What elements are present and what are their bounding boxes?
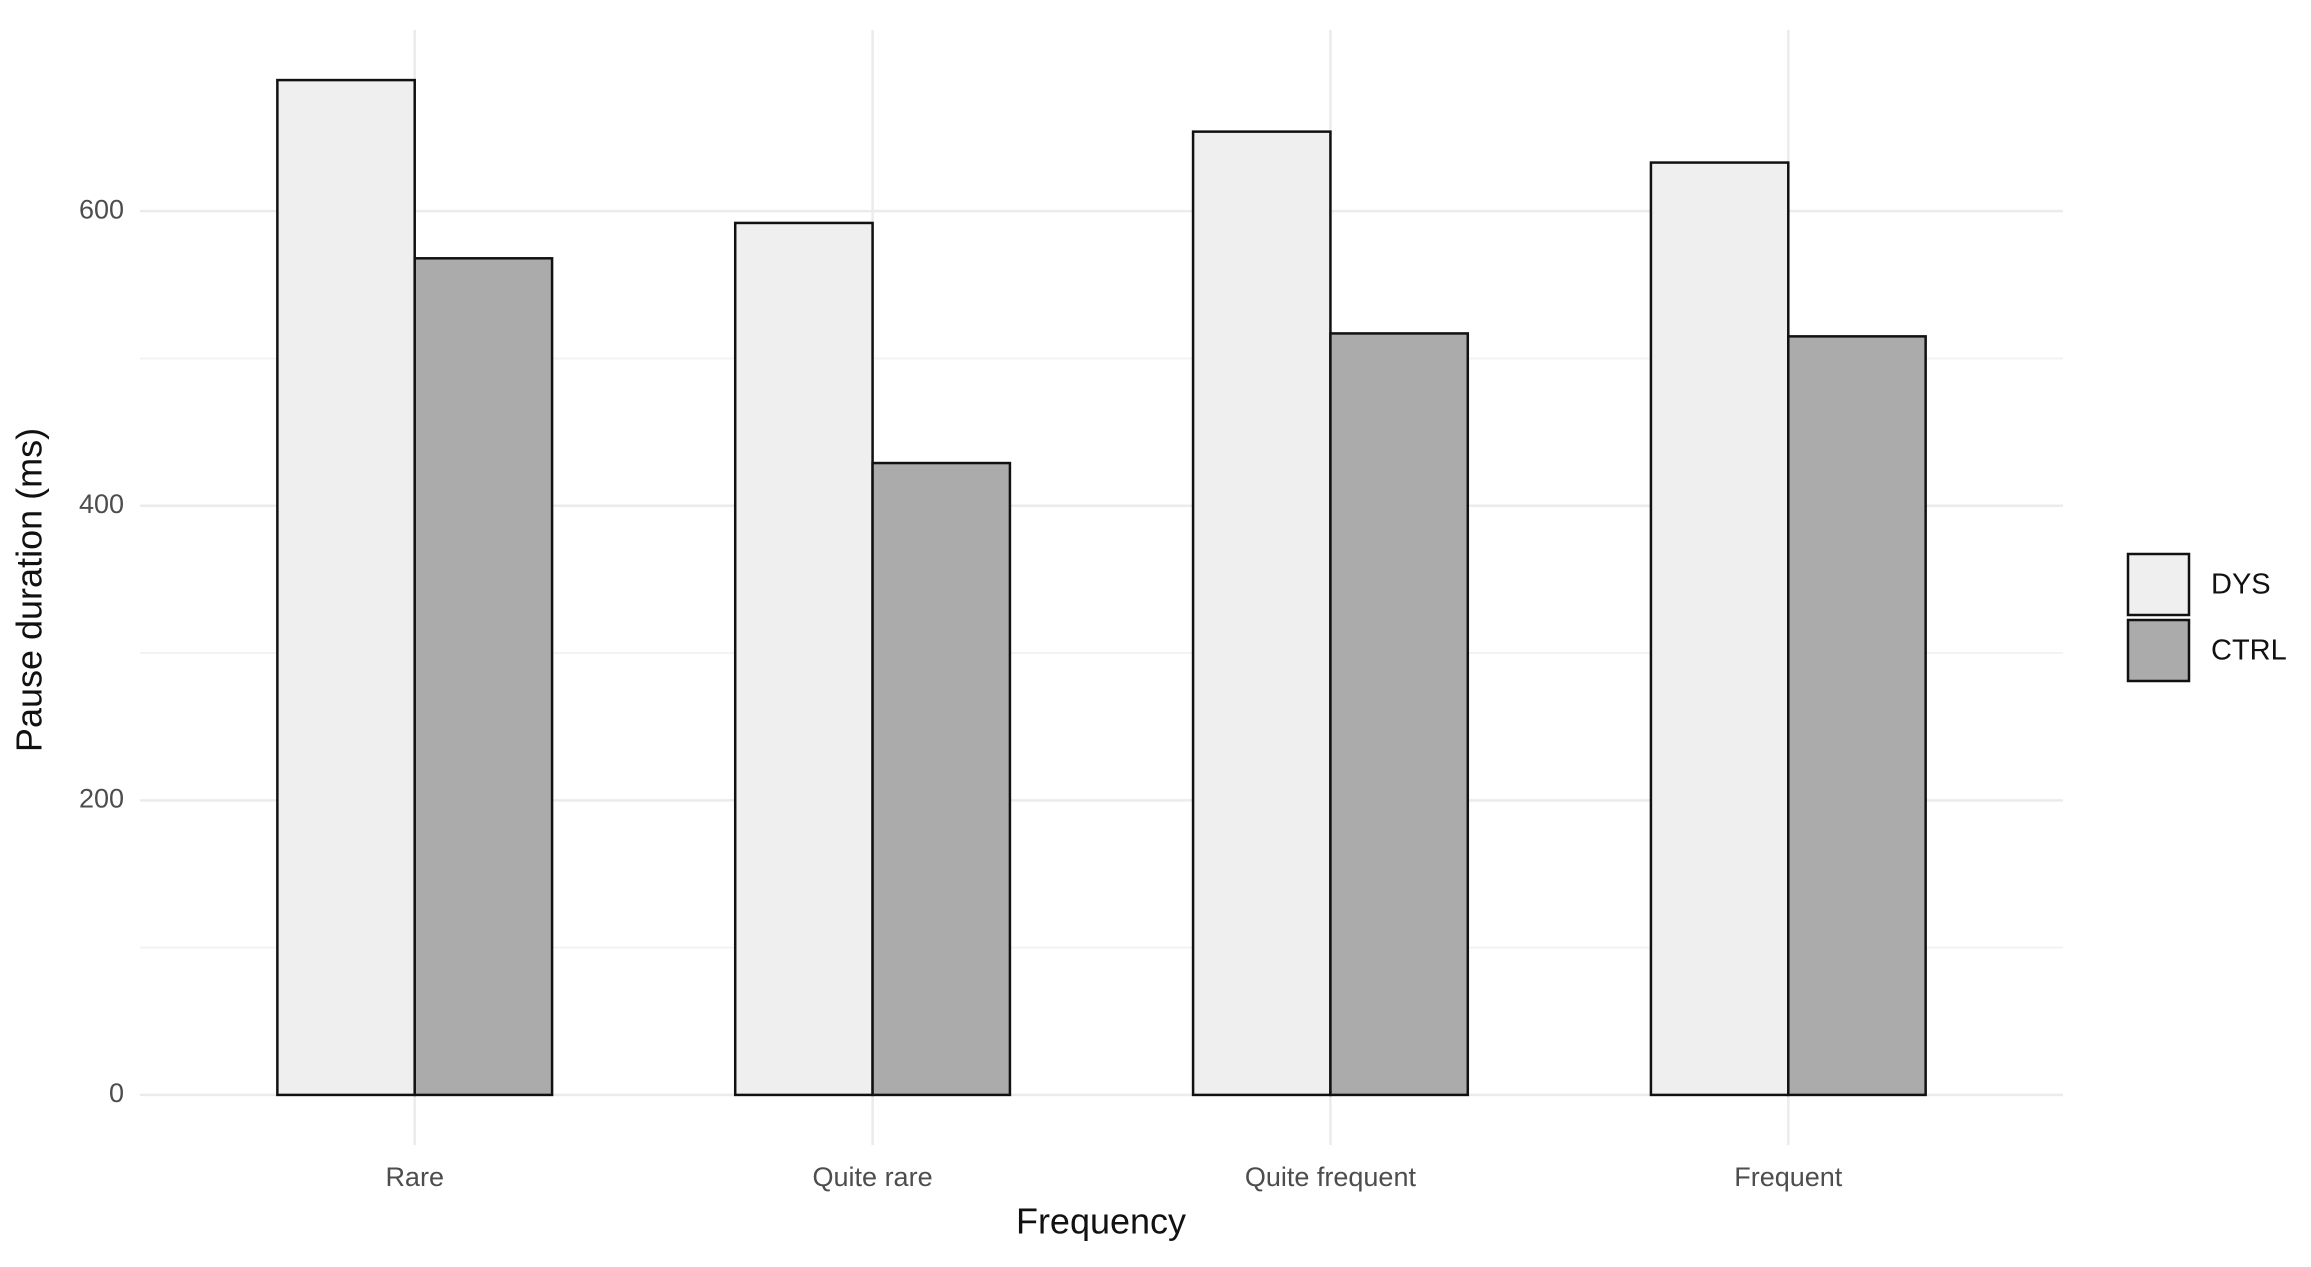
x-axis-title: Frequency [1016,1201,1186,1242]
bar [871,461,1012,1097]
legend-key [2126,552,2191,617]
bar [1787,335,1927,1097]
legend-label: CTRL [2211,635,2287,667]
y-axis-title: Pause duration (ms) [9,428,50,752]
y-tick-label: 600 [79,194,124,224]
bar [276,78,416,1097]
legend-label: DYS [2211,569,2271,601]
bar [733,221,874,1097]
x-tick-label: Rare [385,1162,444,1192]
y-tick-label: 200 [79,783,124,813]
bar [413,257,554,1097]
x-tick-label: Quite frequent [1245,1162,1417,1192]
bar [1649,161,1790,1097]
x-tick-label: Frequent [1734,1162,1843,1192]
bar [1329,332,1470,1097]
y-tick-label: 400 [79,489,124,519]
y-tick-label: 0 [109,1078,124,1108]
x-tick-label: Quite rare [813,1162,933,1192]
bar [1191,130,1332,1097]
legend-key [2126,618,2191,683]
